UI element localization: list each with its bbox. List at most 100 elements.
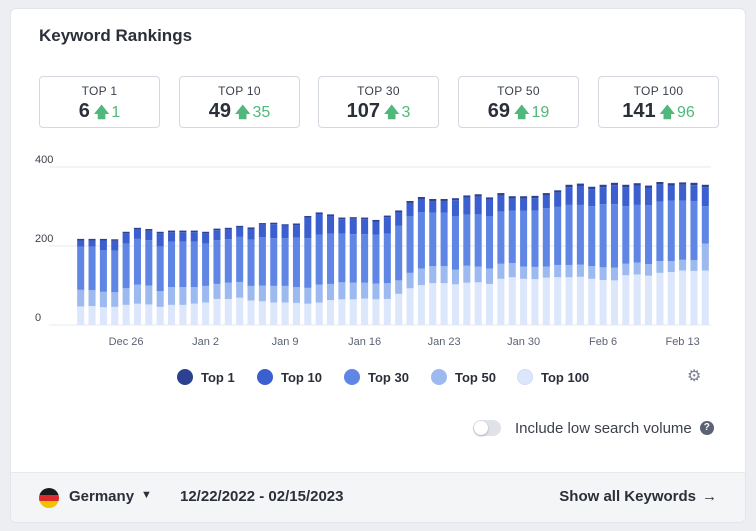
bar-segment[interactable]	[315, 214, 323, 235]
bar-segment[interactable]	[133, 227, 141, 230]
bar-segment[interactable]	[576, 276, 584, 325]
bar-segment[interactable]	[645, 187, 653, 206]
bar-segment[interactable]	[679, 270, 687, 325]
bar-segment[interactable]	[508, 277, 516, 325]
bar-segment[interactable]	[202, 302, 210, 325]
bar-segment[interactable]	[690, 270, 698, 325]
bar-segment[interactable]	[304, 303, 312, 325]
bar-segment[interactable]	[633, 274, 641, 325]
bar-segment[interactable]	[497, 278, 505, 325]
bar-segment[interactable]	[190, 303, 198, 325]
bar-segment[interactable]	[474, 214, 482, 267]
bar-segment[interactable]	[88, 306, 96, 325]
bar-segment[interactable]	[622, 206, 630, 264]
bar-segment[interactable]	[179, 287, 187, 305]
bar-segment[interactable]	[133, 303, 141, 325]
bar-segment[interactable]	[554, 192, 562, 207]
bar-segment[interactable]	[565, 264, 573, 278]
bar-segment[interactable]	[145, 240, 153, 286]
bar-segment[interactable]	[304, 215, 312, 218]
bar-segment[interactable]	[508, 210, 516, 263]
bar-segment[interactable]	[168, 232, 176, 242]
bar-segment[interactable]	[156, 233, 164, 247]
bar-segment[interactable]	[236, 227, 244, 237]
bar-segment[interactable]	[508, 198, 516, 211]
bar-segment[interactable]	[679, 184, 687, 201]
bar-segment[interactable]	[554, 206, 562, 265]
bar-segment[interactable]	[645, 185, 653, 188]
bar-segment[interactable]	[474, 266, 482, 283]
bar-segment[interactable]	[202, 233, 210, 244]
bar-segment[interactable]	[645, 275, 653, 325]
bar-segment[interactable]	[338, 219, 346, 234]
bar-segment[interactable]	[451, 215, 459, 270]
bar-segment[interactable]	[383, 283, 391, 299]
bar-segment[interactable]	[270, 222, 278, 225]
gear-icon[interactable]: ⚙	[687, 368, 702, 385]
bar-segment[interactable]	[133, 229, 141, 239]
bar-segment[interactable]	[656, 182, 664, 185]
bar-segment[interactable]	[440, 266, 448, 284]
bar-segment[interactable]	[190, 287, 198, 304]
bar-segment[interactable]	[236, 236, 244, 282]
bar-segment[interactable]	[327, 233, 335, 284]
bar-segment[interactable]	[554, 190, 562, 193]
bar-segment[interactable]	[145, 304, 153, 325]
bar-segment[interactable]	[417, 285, 425, 325]
bar-segment[interactable]	[281, 238, 289, 286]
bar-segment[interactable]	[633, 183, 641, 186]
bar-segment[interactable]	[258, 301, 266, 325]
bar-segment[interactable]	[486, 197, 494, 200]
bar-segment[interactable]	[281, 302, 289, 325]
bar-segment[interactable]	[156, 231, 164, 234]
bar-segment[interactable]	[701, 184, 709, 188]
bar-segment[interactable]	[372, 234, 380, 284]
bar-segment[interactable]	[361, 298, 369, 325]
legend-item-top30[interactable]: Top 30	[344, 367, 409, 387]
bar-segment[interactable]	[599, 204, 607, 268]
bar-segment[interactable]	[383, 298, 391, 325]
bar-segment[interactable]	[395, 212, 403, 226]
bar-segment[interactable]	[701, 187, 709, 207]
bar-segment[interactable]	[327, 283, 335, 301]
bar-segment[interactable]	[610, 185, 618, 205]
bar-segment[interactable]	[622, 263, 630, 276]
bar-segment[interactable]	[315, 302, 323, 325]
bar-segment[interactable]	[156, 306, 164, 325]
bar-segment[interactable]	[633, 262, 641, 275]
bar-segment[interactable]	[542, 208, 550, 267]
bar-segment[interactable]	[270, 238, 278, 286]
bar-segment[interactable]	[622, 184, 630, 188]
bar-segment[interactable]	[429, 212, 437, 267]
bar-segment[interactable]	[202, 231, 210, 234]
bar-segment[interactable]	[497, 195, 505, 212]
bar-segment[interactable]	[338, 233, 346, 283]
bar-segment[interactable]	[451, 284, 459, 325]
bar-segment[interactable]	[531, 210, 539, 267]
bar-segment[interactable]	[486, 268, 494, 284]
bar-segment[interactable]	[576, 183, 584, 186]
bar-segment[interactable]	[145, 230, 153, 241]
bar-segment[interactable]	[610, 267, 618, 281]
bar-segment[interactable]	[304, 238, 312, 288]
bar-segment[interactable]	[122, 231, 130, 234]
bar-segment[interactable]	[236, 297, 244, 325]
bar-segment[interactable]	[701, 243, 709, 271]
legend-item-top1[interactable]: Top 1	[177, 367, 235, 387]
bar-segment[interactable]	[406, 215, 414, 273]
bar-segment[interactable]	[474, 282, 482, 325]
bar-segment[interactable]	[565, 277, 573, 325]
bar-segment[interactable]	[361, 234, 369, 283]
bar-segment[interactable]	[292, 237, 300, 288]
bar-segment[interactable]	[576, 264, 584, 277]
bar-segment[interactable]	[576, 204, 584, 265]
bar-segment[interactable]	[406, 288, 414, 325]
bar-segment[interactable]	[395, 210, 403, 213]
bar-segment[interactable]	[190, 232, 198, 242]
bar-segment[interactable]	[486, 283, 494, 325]
bar-segment[interactable]	[656, 184, 664, 202]
bar-segment[interactable]	[520, 278, 528, 325]
bar-segment[interactable]	[247, 300, 255, 325]
bar-segment[interactable]	[145, 229, 153, 231]
bar-segment[interactable]	[451, 269, 459, 285]
